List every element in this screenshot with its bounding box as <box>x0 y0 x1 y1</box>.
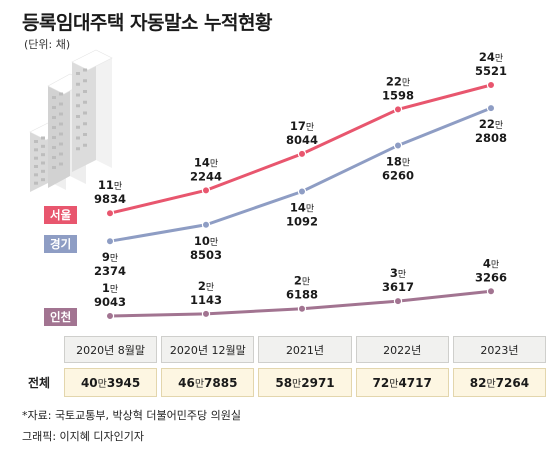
data-point <box>486 80 496 90</box>
legend-gyeonggi-tag: 경기 <box>44 235 78 253</box>
table-header-cell: 2023년 <box>452 336 547 363</box>
table-header-cell: 2022년 <box>355 336 449 363</box>
data-label-bottom: 9834 <box>94 192 126 206</box>
data-point <box>393 141 403 150</box>
data-label-bottom: 6260 <box>382 168 414 182</box>
data-label-bottom: 2374 <box>94 264 126 278</box>
data-label-bottom: 3617 <box>382 280 414 294</box>
data-point <box>201 186 211 195</box>
data-point <box>105 208 115 218</box>
table-total-cell: 58 만 2971 <box>258 368 352 397</box>
table-header-row: 2020년 8월말 2020년 12월말 2021년 2022년 2023년 <box>14 336 547 363</box>
data-label-bottom: 8503 <box>190 248 222 262</box>
source-note: *자료: 국토교통부, 박상혁 더불어민주당 의원실 <box>22 409 241 422</box>
data-label-top: 14만 <box>194 155 218 169</box>
graphic-credit: 그래픽: 이지혜 디자인기자 <box>22 430 145 443</box>
data-point <box>297 304 307 313</box>
data-label-top: 3만 <box>390 266 406 280</box>
data-label-bottom: 8044 <box>286 133 318 147</box>
data-label-bottom: 1143 <box>190 293 222 307</box>
data-point <box>393 105 403 114</box>
data-label-top: 2만 <box>198 279 214 293</box>
table-total-cell: 82 만 7264 <box>452 368 547 397</box>
total-table: 2020년 8월말 2020년 12월말 2021년 2022년 2023년 전… <box>14 336 547 397</box>
data-label-top: 14만 <box>290 201 314 215</box>
data-label-top: 24만 <box>479 50 503 64</box>
data-label-top: 4만 <box>483 256 499 270</box>
data-label-bottom: 3266 <box>475 270 507 284</box>
data-label-bottom: 5521 <box>475 64 507 78</box>
data-label-top: 18만 <box>386 154 410 168</box>
legend-seoul-tag: 서울 <box>44 206 78 224</box>
data-point <box>486 103 496 113</box>
table-total-cell: 72 만 4717 <box>355 368 449 397</box>
data-label-top: 10만 <box>194 234 218 248</box>
data-point <box>201 309 211 319</box>
data-point <box>105 311 115 321</box>
table-header-cell: 2020년 12월말 <box>161 336 255 363</box>
table-total-cell: 40 만 3945 <box>64 368 158 397</box>
data-label-top: 11만 <box>98 178 122 192</box>
data-point <box>297 149 307 159</box>
building-illustration <box>29 49 113 192</box>
data-label-bottom: 1598 <box>382 88 414 102</box>
data-point <box>297 187 307 196</box>
table-total-row: 전체 40 만 3945 46 만 7885 58 만 2971 72 만 4717 82 만 72… <box>14 368 547 397</box>
legend-incheon-tag: 인천 <box>44 308 78 326</box>
data-point <box>486 287 496 296</box>
data-label-bottom: 1092 <box>286 215 318 229</box>
unit-label: (단위: 채) <box>24 38 71 51</box>
data-point <box>393 296 403 306</box>
data-label-top: 2만 <box>294 274 310 288</box>
table-row-label: 전체 <box>27 376 51 390</box>
chart-title: 등록임대주택 자동말소 누적현황 <box>22 12 272 34</box>
data-label-bottom: 2244 <box>190 169 222 183</box>
table-header-cell: 2020년 8월말 <box>64 336 158 363</box>
table-total-cell: 46 만 7885 <box>161 368 255 397</box>
data-label-top: 22만 <box>386 74 410 88</box>
data-label-top: 9만 <box>102 250 118 264</box>
data-label-bottom: 9043 <box>94 295 126 309</box>
data-label-bottom: 2808 <box>475 131 507 145</box>
data-point <box>105 237 115 246</box>
data-point <box>201 220 211 229</box>
data-label-top: 22만 <box>479 117 503 131</box>
data-label-top: 1만 <box>102 281 118 295</box>
data-label-top: 17만 <box>290 119 314 133</box>
table-header-cell: 2021년 <box>258 336 352 363</box>
data-label-bottom: 6188 <box>286 288 318 302</box>
